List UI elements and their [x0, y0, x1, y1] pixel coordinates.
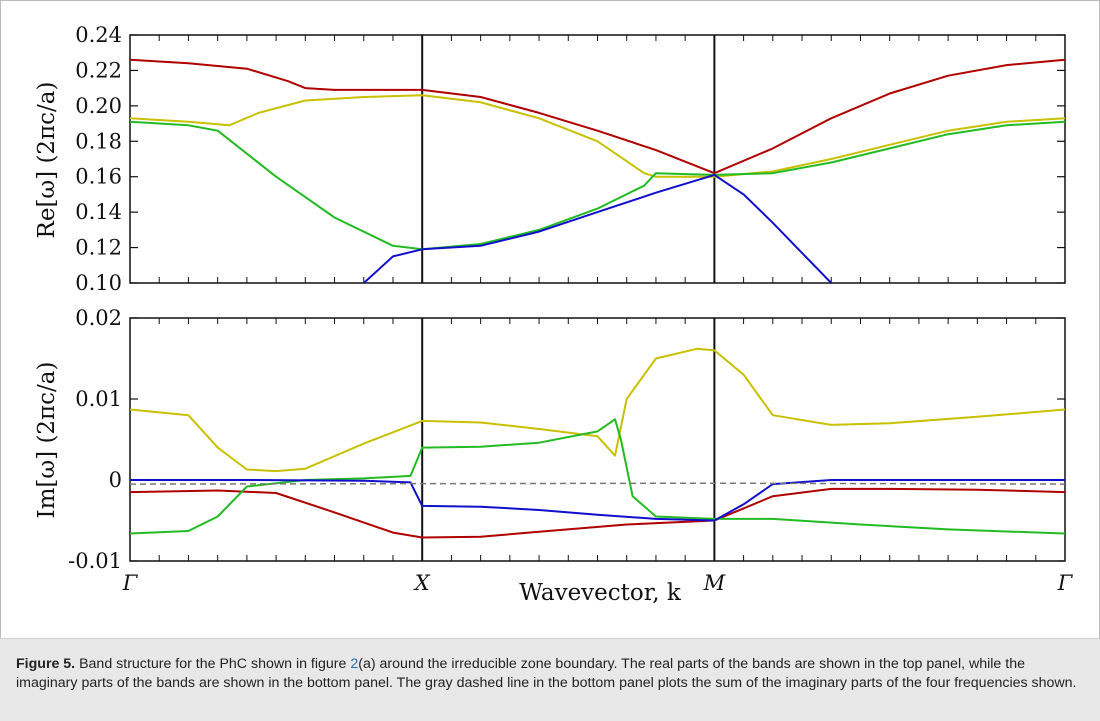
top-y-tick-label: 0.14	[75, 200, 122, 224]
top-series-line-3	[130, 120, 1065, 251]
top-y-axis-label: Re[ω] (2πc/a)	[34, 82, 60, 239]
band-structure-chart: 0.10 0.12 0.14 0.16 0.18 0.20 0.22 0.24 Re[ω] (…	[34, 23, 1074, 606]
imaginary-part-panel: -0.01 0 0.01 0.02 Γ X M Γ Im[ω] (2πc/a) Waveve…	[34, 306, 1074, 606]
top-y-tick-label: 0.20	[75, 94, 122, 118]
bottom-y-tick-label: 0	[109, 468, 122, 492]
bottom-series-group	[130, 347, 1065, 539]
top-symmetry-lines	[158, 35, 1037, 283]
bottom-y-tick-label: 0.01	[75, 387, 122, 411]
bottom-series-line-5	[130, 482, 1065, 485]
bottom-series-line-4	[130, 479, 1065, 522]
top-y-tick-label: 0.16	[75, 165, 122, 189]
bottom-series-line-2	[130, 347, 1065, 473]
caption-text-after: (a) around the irreducible zone boundary…	[16, 656, 1077, 691]
top-y-tick-label: 0.12	[75, 236, 122, 260]
caption-text-before: Band structure for the PhC shown in figu…	[75, 656, 351, 672]
top-y-tick-label: 0.24	[75, 23, 122, 47]
bottom-panel-frame	[129, 317, 1066, 562]
top-series-line-1	[130, 58, 1065, 175]
x-tick-label: M	[703, 571, 726, 595]
x-tick-label: X	[413, 571, 431, 595]
bottom-series-line-1	[130, 487, 1065, 539]
x-tick-label: Γ	[122, 571, 139, 595]
top-y-tick-label: 0.18	[75, 129, 122, 153]
top-series-group	[130, 58, 1065, 283]
bottom-y-ticks: -0.01 0 0.01 0.02	[68, 306, 1065, 573]
top-y-ticks: 0.10 0.12 0.14 0.16 0.18 0.20 0.22 0.24	[75, 23, 1065, 295]
x-tick-label: Γ	[1057, 571, 1074, 595]
bottom-y-tick-label: 0.02	[75, 306, 122, 330]
top-y-tick-label: 0.10	[75, 271, 122, 295]
real-part-panel: 0.10 0.12 0.14 0.16 0.18 0.20 0.22 0.24 Re[ω] (…	[34, 23, 1066, 295]
bottom-y-tick-label: -0.01	[68, 549, 122, 573]
bottom-symmetry-lines	[158, 318, 1037, 561]
bottom-y-axis-label: Im[ω] (2πc/a)	[34, 362, 60, 519]
caption-figure-link[interactable]: 2	[350, 656, 359, 672]
figure-caption: Figure 5. Band structure for the PhC sho…	[16, 655, 1080, 693]
top-panel-frame	[129, 34, 1066, 284]
caption-background	[0, 638, 1100, 721]
top-series-line-4	[363, 173, 832, 283]
caption-label: Figure 5.	[16, 656, 76, 672]
bottom-series-line-3	[130, 418, 1065, 535]
top-series-line-2	[130, 94, 1065, 178]
top-y-tick-label: 0.22	[75, 58, 122, 82]
x-axis-label: Wavevector, k	[519, 580, 682, 606]
